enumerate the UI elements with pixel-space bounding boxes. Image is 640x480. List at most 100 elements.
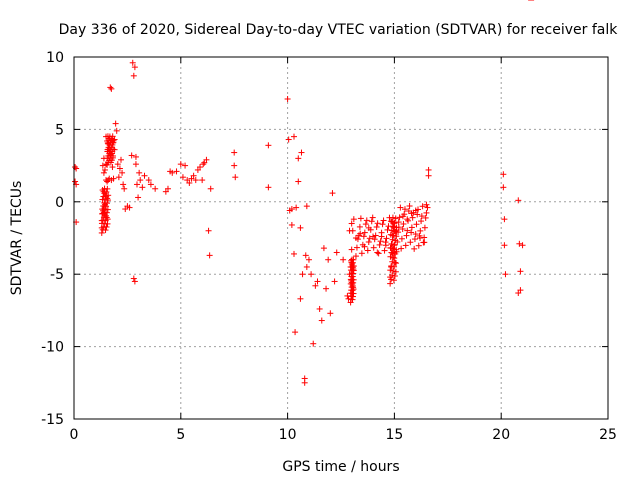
data-point xyxy=(350,256,357,263)
data-point xyxy=(119,169,126,176)
data-point xyxy=(359,241,366,248)
data-point xyxy=(388,262,395,269)
data-point xyxy=(390,223,397,230)
data-point xyxy=(378,229,385,236)
data-point xyxy=(103,209,110,216)
data-point xyxy=(104,216,111,223)
data-point xyxy=(298,149,305,156)
data-point xyxy=(325,256,332,263)
data-point xyxy=(104,206,111,213)
data-point xyxy=(99,162,106,169)
data-point xyxy=(147,181,154,188)
data-point xyxy=(395,229,402,236)
data-point xyxy=(406,202,413,209)
data-point xyxy=(400,220,407,227)
data-point xyxy=(329,190,336,197)
data-point xyxy=(423,201,430,208)
data-point xyxy=(361,229,368,236)
data-point xyxy=(115,174,122,181)
data-point xyxy=(402,242,409,249)
y-tick-label: 0 xyxy=(55,195,64,211)
data-point xyxy=(120,181,127,188)
data-point xyxy=(350,286,357,293)
data-point xyxy=(199,177,206,184)
data-point xyxy=(305,256,312,263)
y-tick-label: -10 xyxy=(41,340,64,356)
data-point xyxy=(316,305,323,312)
data-point xyxy=(130,275,137,282)
data-point xyxy=(232,174,239,181)
data-point xyxy=(393,248,400,255)
data-point xyxy=(407,239,414,246)
data-point xyxy=(502,271,509,278)
data-point xyxy=(412,231,419,238)
data-point xyxy=(390,254,397,261)
data-points xyxy=(72,0,535,386)
data-point xyxy=(381,247,388,254)
data-point xyxy=(420,239,427,246)
x-tick-label: 25 xyxy=(599,427,617,443)
data-point xyxy=(389,223,396,230)
data-point xyxy=(417,227,424,234)
data-point xyxy=(265,184,272,191)
data-point xyxy=(369,214,376,221)
data-point xyxy=(419,203,426,210)
data-point xyxy=(390,232,397,239)
x-tick-label: 10 xyxy=(279,427,297,443)
data-point xyxy=(231,162,238,169)
data-point xyxy=(205,227,212,234)
data-point xyxy=(139,184,146,191)
data-point xyxy=(405,217,412,224)
data-point xyxy=(136,169,143,176)
data-point xyxy=(360,233,367,240)
data-point xyxy=(374,249,381,256)
data-point xyxy=(397,204,404,211)
data-point xyxy=(362,221,369,228)
data-point xyxy=(404,227,411,234)
data-point xyxy=(203,156,210,163)
data-point xyxy=(200,161,207,168)
data-point xyxy=(345,295,352,302)
data-point xyxy=(327,310,334,317)
data-point xyxy=(393,260,400,267)
x-tick-label: 20 xyxy=(492,427,510,443)
data-point xyxy=(392,268,399,275)
data-point xyxy=(389,272,396,279)
data-point xyxy=(206,252,213,259)
data-point xyxy=(395,224,402,231)
data-point xyxy=(399,225,406,232)
data-point xyxy=(389,236,396,243)
data-point xyxy=(403,232,410,239)
data-point xyxy=(333,249,340,256)
data-point xyxy=(387,253,394,260)
data-point xyxy=(145,177,152,184)
data-point xyxy=(291,133,298,140)
data-point xyxy=(265,142,272,149)
data-point xyxy=(374,220,381,227)
data-point xyxy=(373,223,380,230)
data-point xyxy=(112,120,119,127)
data-point xyxy=(72,164,79,171)
data-point xyxy=(192,177,199,184)
y-tick-label: -5 xyxy=(50,267,64,283)
data-point xyxy=(368,218,375,225)
data-point xyxy=(519,242,526,249)
data-point xyxy=(371,236,378,243)
data-point xyxy=(384,226,391,233)
data-point xyxy=(308,271,315,278)
data-point xyxy=(103,223,110,230)
data-point xyxy=(388,240,395,247)
data-point xyxy=(358,250,365,257)
data-point xyxy=(409,214,416,221)
plot-frame xyxy=(73,56,609,420)
data-point xyxy=(401,211,408,218)
data-point xyxy=(288,221,295,228)
data-point xyxy=(354,236,361,243)
data-point xyxy=(109,133,116,140)
y-tick-label: -15 xyxy=(41,412,64,428)
data-point xyxy=(363,217,370,224)
data-point xyxy=(352,253,359,260)
data-point xyxy=(314,278,321,285)
data-point xyxy=(390,267,397,274)
data-point xyxy=(392,215,399,222)
